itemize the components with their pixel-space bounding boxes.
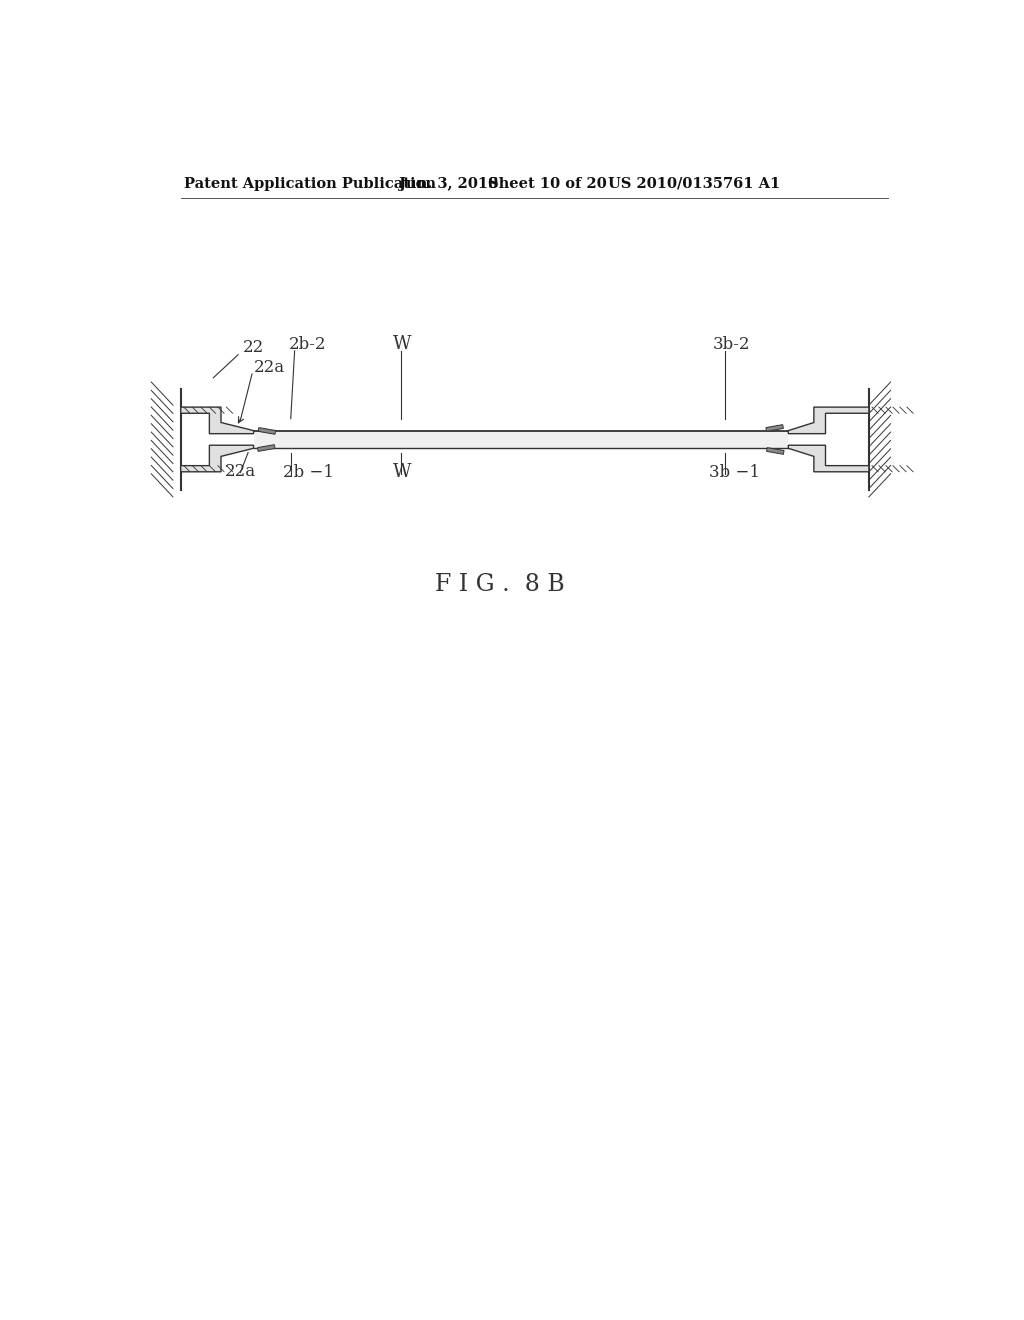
Bar xyxy=(254,430,788,449)
Text: Sheet 10 of 20: Sheet 10 of 20 xyxy=(488,177,607,190)
Text: 3b −1: 3b −1 xyxy=(710,465,760,482)
Polygon shape xyxy=(180,407,254,434)
Bar xyxy=(258,428,275,434)
Text: Patent Application Publication: Patent Application Publication xyxy=(183,177,436,190)
Polygon shape xyxy=(180,445,254,471)
Bar xyxy=(767,447,784,454)
Text: 3b-2: 3b-2 xyxy=(713,337,751,354)
Bar xyxy=(766,425,783,432)
Text: 22: 22 xyxy=(243,339,264,356)
Polygon shape xyxy=(788,407,869,434)
Text: 22a: 22a xyxy=(225,462,256,479)
Text: F I G .  8 B: F I G . 8 B xyxy=(435,573,565,597)
Polygon shape xyxy=(788,445,869,471)
Text: US 2010/0135761 A1: US 2010/0135761 A1 xyxy=(608,177,780,190)
Text: 2b-2: 2b-2 xyxy=(289,337,327,354)
Text: W: W xyxy=(393,463,412,482)
Bar xyxy=(257,445,275,451)
Text: 22a: 22a xyxy=(254,359,285,376)
Text: Jun. 3, 2010: Jun. 3, 2010 xyxy=(399,177,499,190)
Text: W: W xyxy=(393,335,412,354)
Text: 2b −1: 2b −1 xyxy=(283,465,334,482)
